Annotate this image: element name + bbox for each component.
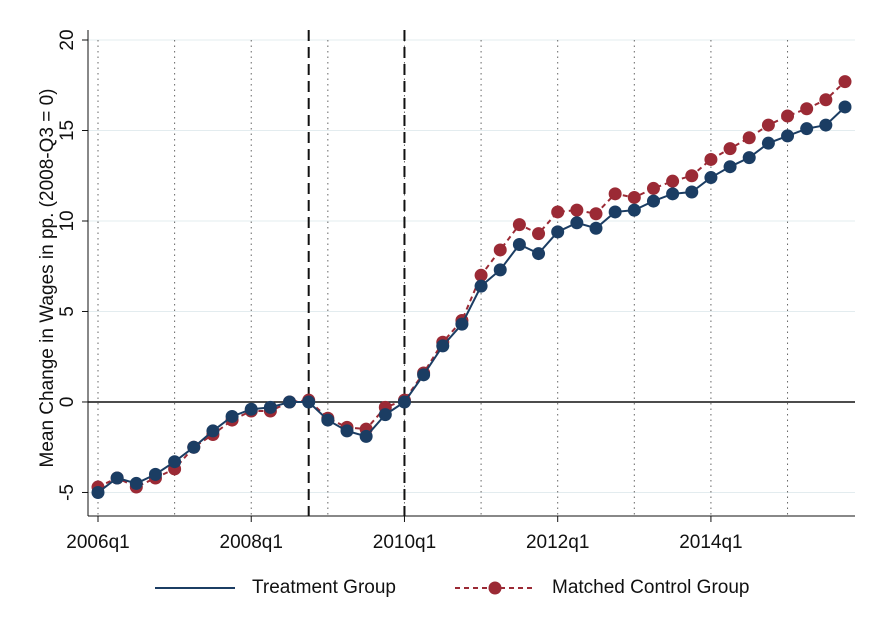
- data-point: [723, 160, 737, 174]
- data-point: [417, 368, 431, 382]
- data-point: [704, 152, 718, 166]
- y-axis-label: Mean Change in Wages in pp. (2008-Q3 = 0…: [37, 89, 58, 468]
- data-point: [302, 395, 316, 409]
- data-point: [781, 129, 795, 143]
- data-point: [608, 187, 622, 201]
- data-point: [397, 395, 411, 409]
- data-point: [608, 205, 622, 219]
- data-point: [551, 205, 565, 219]
- data-point: [340, 424, 354, 438]
- data-point: [244, 402, 258, 416]
- data-point: [378, 408, 392, 422]
- x-tick-label: 2014q1: [679, 532, 742, 553]
- data-point: [761, 118, 775, 132]
- data-point: [723, 142, 737, 156]
- y-tick-label: 15: [57, 120, 78, 141]
- data-point: [551, 225, 565, 239]
- data-point: [187, 440, 201, 454]
- data-point: [838, 100, 852, 114]
- data-point: [761, 136, 775, 150]
- data-point: [800, 122, 814, 136]
- data-point: [532, 227, 546, 241]
- y-tick-label: 5: [57, 306, 78, 317]
- data-point: [359, 429, 373, 443]
- data-point: [685, 185, 699, 199]
- x-tick-label: 2010q1: [373, 532, 436, 553]
- legend-label: Matched Control Group: [552, 577, 750, 598]
- data-point: [110, 471, 124, 485]
- data-point: [838, 75, 852, 89]
- data-point: [493, 243, 507, 257]
- data-point: [666, 187, 680, 201]
- data-point: [666, 174, 680, 188]
- data-point: [627, 203, 641, 217]
- data-point: [512, 238, 526, 252]
- data-point: [819, 93, 833, 107]
- series-line: [97, 106, 846, 494]
- legend-label: Treatment Group: [252, 577, 396, 598]
- data-point: [283, 395, 297, 409]
- data-point: [570, 203, 584, 217]
- data-point: [225, 409, 239, 423]
- data-point: [91, 485, 105, 499]
- x-tick-label: 2008q1: [220, 532, 283, 553]
- data-point: [646, 194, 660, 208]
- x-tick-label: 2006q1: [66, 532, 129, 553]
- data-point: [493, 263, 507, 277]
- y-tick-label: 0: [57, 397, 78, 408]
- legend-marker: [488, 581, 502, 595]
- data-point: [129, 476, 143, 490]
- data-point: [742, 151, 756, 165]
- data-point: [800, 102, 814, 116]
- data-point: [589, 221, 603, 235]
- data-point: [206, 424, 220, 438]
- data-point: [819, 118, 833, 132]
- data-point: [474, 268, 488, 282]
- data-point: [627, 190, 641, 204]
- data-point: [321, 413, 335, 427]
- data-point: [263, 400, 277, 414]
- x-tick-label: 2012q1: [526, 532, 589, 553]
- data-point: [704, 171, 718, 185]
- data-point: [436, 339, 450, 353]
- data-point: [646, 181, 660, 195]
- data-point: [685, 169, 699, 183]
- data-point: [168, 455, 182, 469]
- data-point: [570, 216, 584, 230]
- series-line: [97, 80, 846, 489]
- data-point: [148, 467, 162, 481]
- data-point: [455, 317, 469, 331]
- data-point: [474, 279, 488, 293]
- data-point: [589, 207, 603, 221]
- data-point: [781, 109, 795, 123]
- data-point: [532, 247, 546, 261]
- data-point: [742, 131, 756, 145]
- y-tick-label: 10: [57, 210, 78, 231]
- data-point: [512, 218, 526, 232]
- y-tick-label: -5: [57, 484, 78, 501]
- y-tick-label: 20: [57, 29, 78, 50]
